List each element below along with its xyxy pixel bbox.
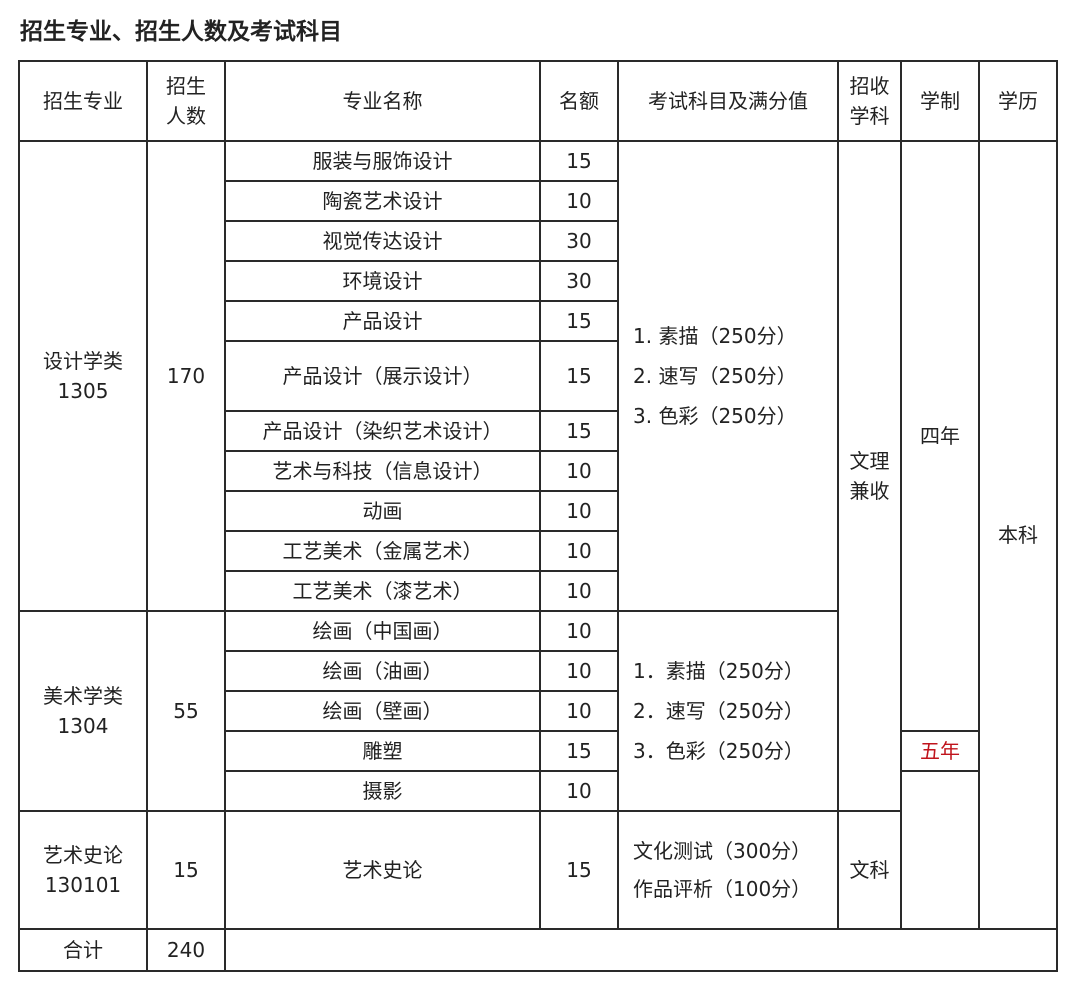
major-quota: 10 bbox=[539, 180, 619, 222]
header-name: 专业名称 bbox=[224, 60, 541, 142]
major-name: 产品设计 bbox=[224, 300, 541, 342]
subject-arts: 文科 bbox=[837, 810, 902, 930]
exam-subjects: 1. 素描（250分） 2. 速写（250分） 3. 色彩（250分） bbox=[617, 140, 839, 612]
degree: 本科 bbox=[978, 140, 1058, 930]
major-name: 环境设计 bbox=[224, 260, 541, 302]
major-quota: 10 bbox=[539, 770, 619, 812]
header-exam: 考试科目及满分值 bbox=[617, 60, 839, 142]
exam-item: 2. 速写（250分） bbox=[633, 364, 797, 388]
table-row: 艺术与科技（信息设计） 10 bbox=[19, 450, 1057, 492]
major-name: 雕塑 bbox=[224, 730, 541, 772]
header-duration: 学制 bbox=[900, 60, 980, 142]
table-row: 雕塑 15 五年 bbox=[19, 730, 1057, 772]
duration-empty bbox=[900, 770, 980, 930]
table-row: 绘画（壁画） 10 bbox=[19, 690, 1057, 732]
table-row: 美术学类 1304 55 绘画（中国画） 10 1．素描（250分） 2．速写（25… bbox=[18, 610, 1057, 812]
group-name: 美术学类 bbox=[43, 684, 123, 708]
table-row: 工艺美术（金属艺术） 10 bbox=[19, 530, 1057, 572]
group-name: 设计学类 bbox=[43, 349, 123, 373]
major-name: 产品设计（展示设计） bbox=[224, 340, 541, 412]
major-quota: 15 bbox=[539, 340, 619, 412]
subject-text: 文理兼收 bbox=[849, 449, 890, 503]
major-quota: 10 bbox=[539, 570, 619, 612]
header-major-group: 招生专业 bbox=[18, 60, 148, 142]
header-row: 招生专业 招生人数 专业名称 名额 考试科目及满分值 招收学科 学制 学历 bbox=[18, 60, 1058, 142]
table-row: 产品设计（染织艺术设计） 15 bbox=[19, 410, 1057, 452]
major-name: 服装与服饰设计 bbox=[224, 140, 541, 182]
major-quota: 15 bbox=[539, 410, 619, 452]
page-title: 招生专业、招生人数及考试科目 bbox=[20, 19, 342, 45]
major-name: 绘画（壁画） bbox=[224, 690, 541, 732]
exam-item: 1．素描（250分） bbox=[633, 659, 804, 683]
admissions-table: 招生专业 招生人数 专业名称 名额 考试科目及满分值 招收学科 学制 学历 设计… bbox=[18, 60, 1058, 972]
header-subject: 招收学科 bbox=[837, 60, 902, 142]
total-value: 240 bbox=[146, 928, 226, 972]
exam-subjects: 文化测试（300分） 作品评析（100分） bbox=[617, 810, 839, 930]
exam-item: 3．色彩（250分） bbox=[633, 739, 804, 763]
duration-five: 五年 bbox=[900, 730, 980, 772]
group-code: 130101 bbox=[44, 873, 122, 897]
table-row: 动画 10 bbox=[19, 490, 1057, 532]
table-row: 设计学类 1305 170 服装与服饰设计 15 1. 素描（250分） 2. 速写… bbox=[18, 140, 1058, 930]
group-count: 55 bbox=[146, 610, 226, 812]
major-name: 陶瓷艺术设计 bbox=[224, 180, 541, 222]
major-name: 视觉传达设计 bbox=[224, 220, 541, 262]
major-quota: 10 bbox=[539, 690, 619, 732]
table-row: 艺术史论 130101 15 艺术史论 15 文化测试（300分） 作品评析（100… bbox=[18, 810, 1057, 930]
major-name: 艺术史论 bbox=[224, 810, 541, 930]
total-row: 合计 240 bbox=[18, 928, 1058, 972]
group-cell: 设计学类 1305 bbox=[18, 140, 148, 612]
table-row: 环境设计 30 bbox=[19, 260, 1057, 302]
exam-item: 1. 素描（250分） bbox=[633, 324, 797, 348]
group-count: 170 bbox=[146, 140, 226, 612]
total-empty bbox=[224, 928, 1058, 972]
table-row: 摄影 10 bbox=[19, 770, 1057, 930]
group-cell: 美术学类 1304 bbox=[18, 610, 148, 812]
group-cell: 艺术史论 130101 bbox=[18, 810, 148, 930]
major-quota: 15 bbox=[539, 810, 619, 930]
header-degree: 学历 bbox=[978, 60, 1058, 142]
table-row: 产品设计（展示设计） 15 bbox=[19, 340, 1057, 412]
major-name: 绘画（中国画） bbox=[224, 610, 541, 652]
table-row: 绘画（油画） 10 bbox=[19, 650, 1057, 692]
major-name: 工艺美术（漆艺术） bbox=[224, 570, 541, 612]
major-quota: 10 bbox=[539, 490, 619, 532]
group-name: 艺术史论 bbox=[43, 843, 123, 867]
exam-item: 作品评析（100分） bbox=[633, 877, 812, 901]
table-row: 视觉传达设计 30 bbox=[19, 220, 1057, 262]
exam-item: 文化测试（300分） bbox=[633, 839, 812, 863]
major-quota: 30 bbox=[539, 220, 619, 262]
subject-both: 文理兼收 bbox=[837, 140, 902, 812]
exam-item: 3. 色彩（250分） bbox=[633, 404, 797, 428]
major-name: 艺术与科技（信息设计） bbox=[224, 450, 541, 492]
group-count: 15 bbox=[146, 810, 226, 930]
exam-item: 2．速写（250分） bbox=[633, 699, 804, 723]
table-row: 工艺美术（漆艺术） 10 bbox=[19, 570, 1057, 612]
group-code: 1305 bbox=[57, 379, 109, 403]
major-quota: 15 bbox=[539, 140, 619, 182]
major-quota: 10 bbox=[539, 530, 619, 572]
major-quota: 10 bbox=[539, 450, 619, 492]
major-quota: 10 bbox=[539, 610, 619, 652]
major-quota: 30 bbox=[539, 260, 619, 302]
major-quota: 15 bbox=[539, 300, 619, 342]
major-name: 动画 bbox=[224, 490, 541, 532]
table-row: 陶瓷艺术设计 10 bbox=[19, 180, 1057, 222]
major-name: 产品设计（染织艺术设计） bbox=[224, 410, 541, 452]
header-count: 招生人数 bbox=[146, 60, 226, 142]
major-quota: 15 bbox=[539, 730, 619, 772]
major-name: 工艺美术（金属艺术） bbox=[224, 530, 541, 572]
exam-subjects: 1．素描（250分） 2．速写（250分） 3．色彩（250分） bbox=[617, 610, 839, 812]
table-row: 产品设计 15 bbox=[19, 300, 1057, 342]
group-code: 1304 bbox=[57, 714, 109, 738]
header-quota: 名额 bbox=[539, 60, 619, 142]
major-name: 绘画（油画） bbox=[224, 650, 541, 692]
duration-four: 四年 bbox=[900, 140, 980, 732]
total-label: 合计 bbox=[18, 928, 148, 972]
major-quota: 10 bbox=[539, 650, 619, 692]
major-name: 摄影 bbox=[224, 770, 541, 812]
